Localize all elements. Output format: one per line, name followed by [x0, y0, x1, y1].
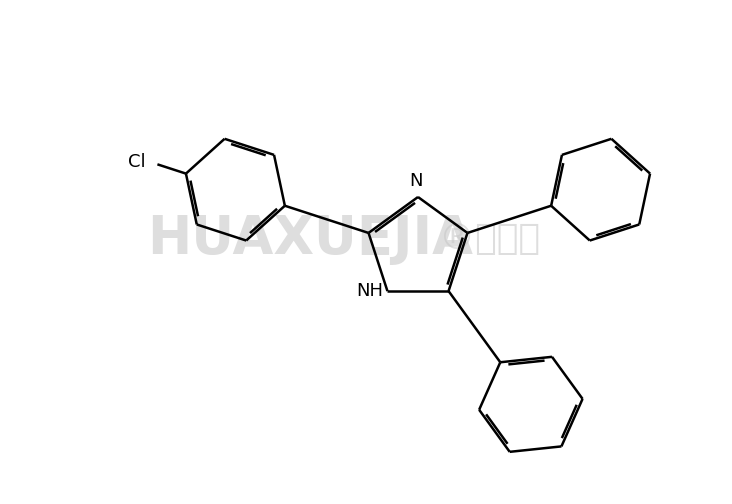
- Text: N: N: [409, 172, 423, 190]
- Text: HUAXUEJIA: HUAXUEJIA: [147, 213, 473, 265]
- Text: ®化学加: ®化学加: [439, 222, 540, 256]
- Text: Cl: Cl: [127, 153, 145, 171]
- Text: NH: NH: [356, 282, 383, 300]
